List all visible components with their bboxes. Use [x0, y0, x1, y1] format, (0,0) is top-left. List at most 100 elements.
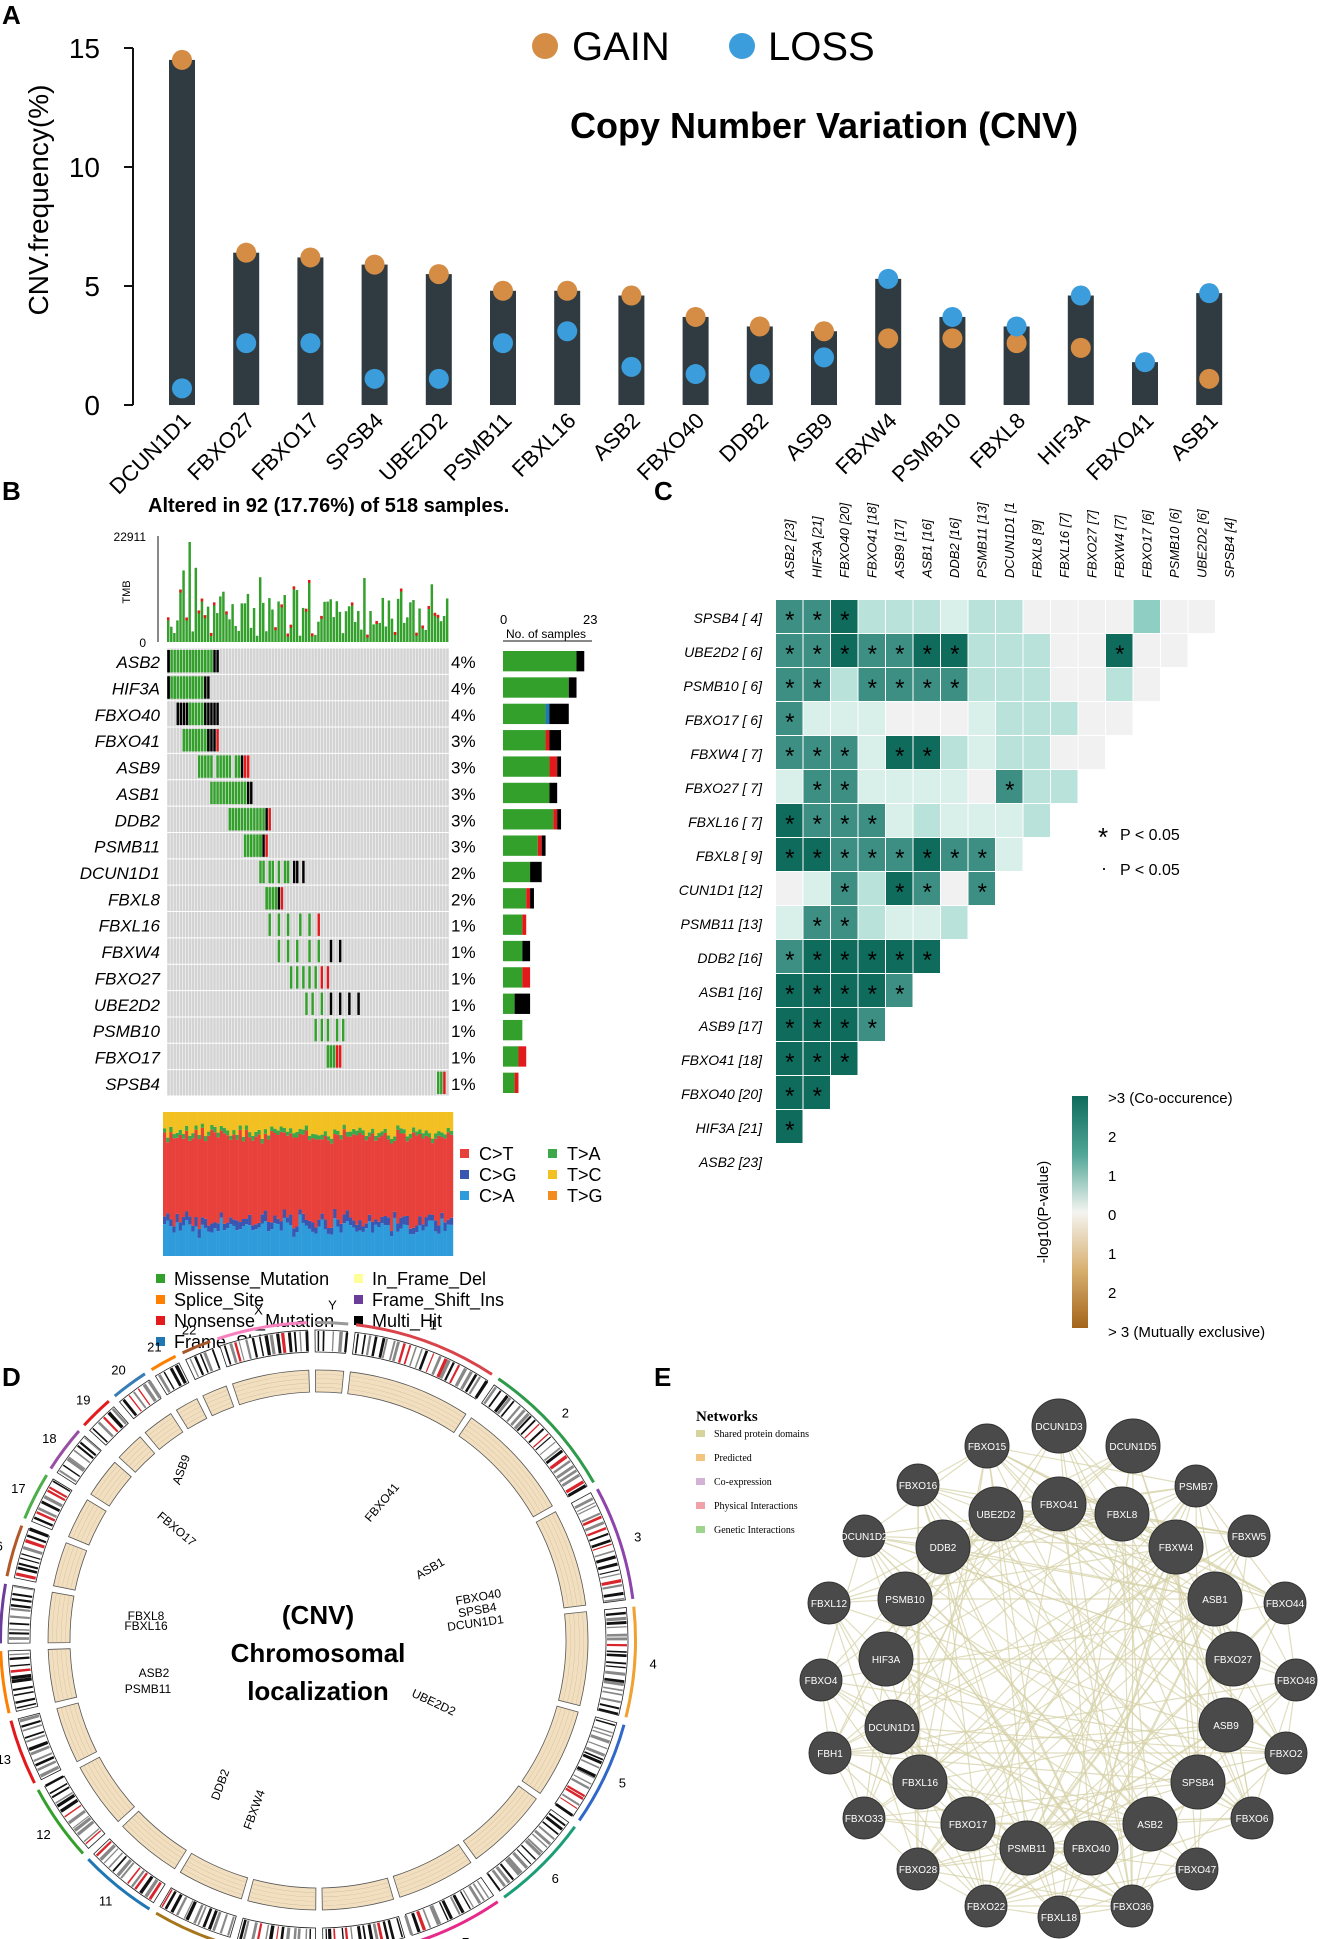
side-bar-segment [522, 914, 527, 935]
network-node [999, 1820, 1055, 1876]
titv-segment [412, 1227, 416, 1235]
cooc-sig-star: * [813, 607, 822, 634]
chrom-band [388, 1340, 396, 1361]
titv-segment [336, 1130, 340, 1135]
side-bar-segment [557, 809, 562, 830]
chrom-band [92, 1427, 108, 1443]
titv-segment [430, 1220, 435, 1256]
titv-segment [352, 1227, 356, 1256]
mutation-cell [311, 992, 314, 1015]
network-nodes: FBXO15DCUN1D3DCUN1D5PSMB7FBXO16UBE2D2FBX… [799, 1398, 1318, 1939]
chrom-band [77, 1444, 94, 1460]
chrom-label: 11 [99, 1893, 113, 1908]
titv-segment [393, 1217, 397, 1256]
chrom-inner-line [315, 1378, 343, 1380]
mutation-cell [207, 676, 210, 699]
cnv-loss-point [300, 333, 321, 354]
mutation-cell [305, 992, 308, 1015]
cooc-sig-star: * [785, 1049, 794, 1076]
network-node [808, 1731, 852, 1775]
titv-segment [386, 1225, 391, 1256]
mutation-cell [194, 729, 198, 752]
chrom-band [603, 1680, 625, 1687]
oncoplot-percent: 1% [451, 1075, 476, 1094]
titv-segment [449, 1131, 454, 1135]
mutation-cell [228, 781, 232, 805]
mutation-cell [204, 650, 207, 673]
network-node [1122, 1796, 1178, 1852]
tmb-bar-top [203, 615, 207, 619]
chrom-band [158, 1374, 171, 1393]
tmb-bar [237, 630, 240, 642]
tmb-bar-top [179, 589, 182, 593]
titv-segment [326, 1140, 331, 1229]
cooc-cell [776, 1076, 803, 1109]
titv-segment [273, 1128, 277, 1133]
titv-legend-label: C>A [479, 1186, 515, 1206]
chrom-band [602, 1690, 623, 1696]
mutation-cell [188, 650, 192, 673]
chrom-band [392, 1341, 400, 1362]
chrom-band [429, 1906, 439, 1926]
titv-segment [358, 1220, 362, 1231]
chrom-band [238, 1341, 245, 1361]
chrom-band [62, 1464, 81, 1478]
legend-gain-marker [532, 33, 558, 59]
chrom-band [9, 1637, 30, 1640]
chrom-band [189, 1358, 200, 1378]
cooc-sig-star: * [813, 777, 822, 804]
chrom-band [602, 1584, 623, 1590]
network-edge [942, 1546, 1216, 1600]
chrom-band [142, 1383, 157, 1403]
cooc-sig-star: * [813, 845, 822, 872]
titv-segment [229, 1139, 233, 1218]
chrom-label: 2 [562, 1406, 569, 1421]
cooc-sig-star: * [785, 1117, 794, 1144]
cnv-bar [169, 59, 195, 406]
network-node-label: FBXO17 [949, 1820, 988, 1831]
side-bar-segment [576, 651, 585, 672]
chrom-band [22, 1724, 43, 1732]
chrom-band [495, 1866, 511, 1884]
mutation-cell [216, 650, 219, 673]
chrom-inner-track [53, 1542, 88, 1591]
network-legend-swatch [696, 1454, 705, 1461]
titv-segment [361, 1135, 365, 1227]
chrom-band [431, 1355, 442, 1376]
cooc-cell [996, 838, 1023, 871]
cooc-cell [1023, 702, 1050, 735]
titv-segment [377, 1221, 381, 1227]
titv-segment [229, 1135, 233, 1140]
titv-segment [197, 1139, 202, 1230]
chrom-color-arc [155, 1911, 216, 1939]
oncoplot-gene-label: HIF3A [112, 680, 160, 699]
mutation-cell [277, 939, 281, 963]
chrom-band [606, 1661, 627, 1665]
mutation-cell [170, 676, 173, 699]
network-edge [942, 1513, 1123, 1548]
chrom-label: 19 [76, 1393, 90, 1408]
cnv-x-label: FBXO41 [1081, 408, 1158, 485]
network-node [842, 1796, 886, 1840]
cnv-x-label: ASB1 [1165, 408, 1222, 465]
cooc-cell [831, 668, 858, 701]
network-node-label: FBXL18 [1041, 1913, 1078, 1924]
chrom-band [606, 1620, 627, 1625]
chrom-inner-track [144, 1413, 184, 1451]
chrom-band [512, 1851, 529, 1869]
chrom-band [333, 1928, 336, 1939]
network-legend-swatch [696, 1478, 705, 1485]
chrom-inner-track [122, 1810, 187, 1870]
mutation-cell [268, 887, 271, 910]
titv-segment [222, 1133, 227, 1224]
mutation-cell [268, 913, 271, 936]
titv-segment [405, 1215, 410, 1226]
chrom-band [269, 1334, 276, 1355]
chrom-band [354, 1333, 360, 1354]
titv-segment [175, 1213, 179, 1223]
cooc-row-label: ASB2 [23] [698, 1154, 763, 1170]
oncoplot-percent-labels: 4%4%4%3%3%3%3%3%2%2%1%1%1%1%1%1%1% [451, 653, 476, 1094]
oncoplot-percent: 1% [451, 1022, 476, 1041]
titv-segment [348, 1217, 353, 1226]
chrom-band [276, 1333, 282, 1354]
